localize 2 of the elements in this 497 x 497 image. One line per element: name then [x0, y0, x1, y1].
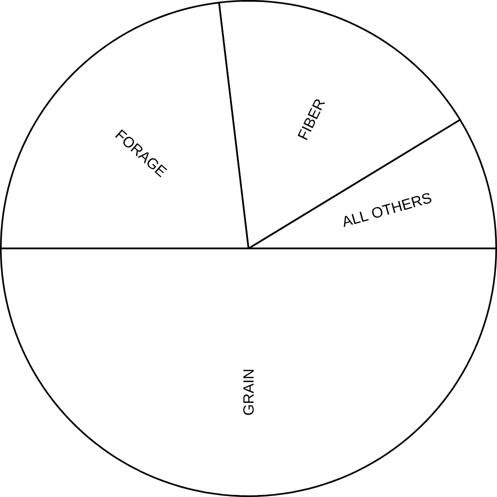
slice-label: ALL OTHERS: [344, 193, 432, 228]
slice-label: GRAIN: [243, 370, 254, 415]
